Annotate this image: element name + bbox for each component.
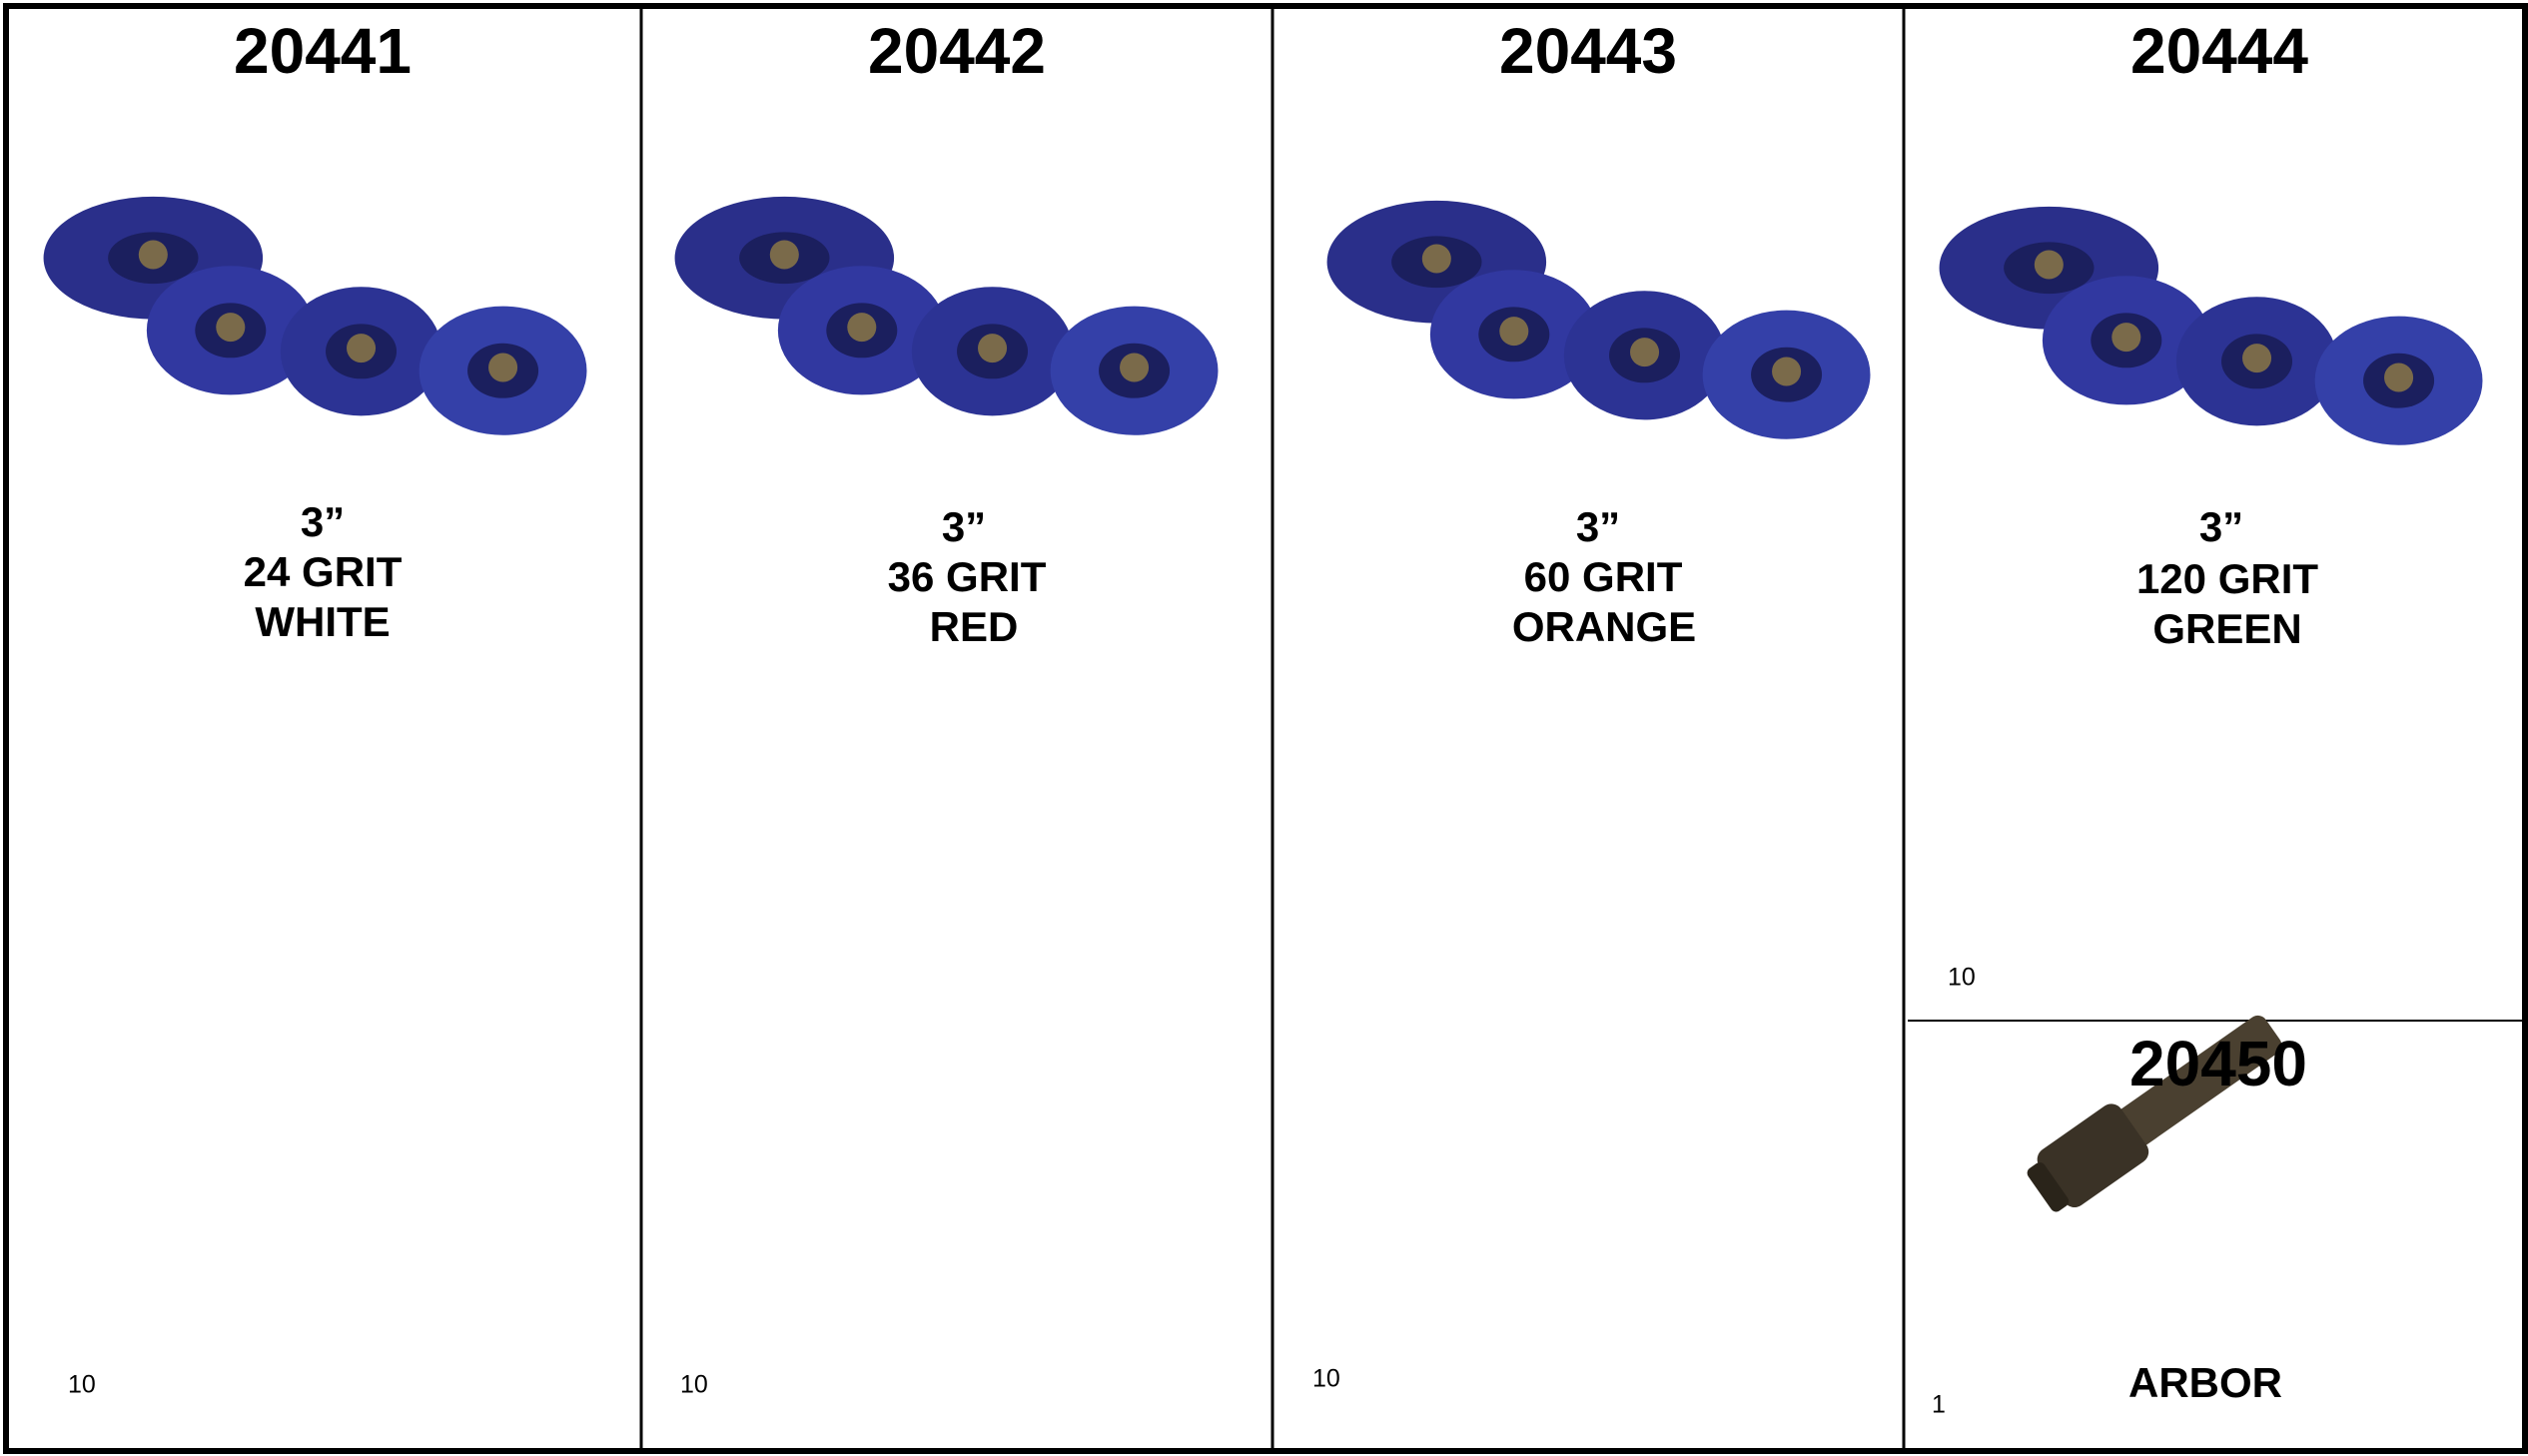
sku: 20443 — [1499, 15, 1677, 87]
product-name: ARBOR — [2128, 1359, 2282, 1406]
color: WHITE — [255, 598, 390, 645]
size: 3” — [301, 498, 345, 545]
color: ORANGE — [1512, 603, 1696, 650]
quantity: 10 — [1948, 964, 1976, 992]
product-image — [43, 196, 587, 435]
product-image — [1939, 206, 2483, 445]
quantity: 10 — [680, 1371, 708, 1399]
size: 3” — [1576, 503, 1620, 550]
arbor-image — [2027, 1015, 2282, 1212]
quantity: 1 — [1932, 1391, 1946, 1419]
sku: 20450 — [2129, 1028, 2307, 1099]
color: RED — [930, 603, 1019, 650]
grit: 24 GRIT — [244, 548, 403, 595]
quantity: 10 — [1312, 1365, 1340, 1393]
sku: 20441 — [234, 15, 412, 87]
grit: 36 GRIT — [888, 553, 1047, 600]
quantity: 10 — [68, 1371, 96, 1399]
product-image — [674, 196, 1219, 435]
sku: 20442 — [868, 15, 1046, 87]
size: 3” — [2199, 503, 2243, 550]
color: GREEN — [2152, 605, 2301, 652]
grit: 120 GRIT — [2136, 555, 2318, 602]
sku: 20444 — [2130, 15, 2308, 87]
grit: 60 GRIT — [1524, 553, 1683, 600]
outer-border — [3, 3, 2528, 1454]
product-image — [1326, 200, 1871, 439]
size: 3” — [942, 503, 986, 550]
